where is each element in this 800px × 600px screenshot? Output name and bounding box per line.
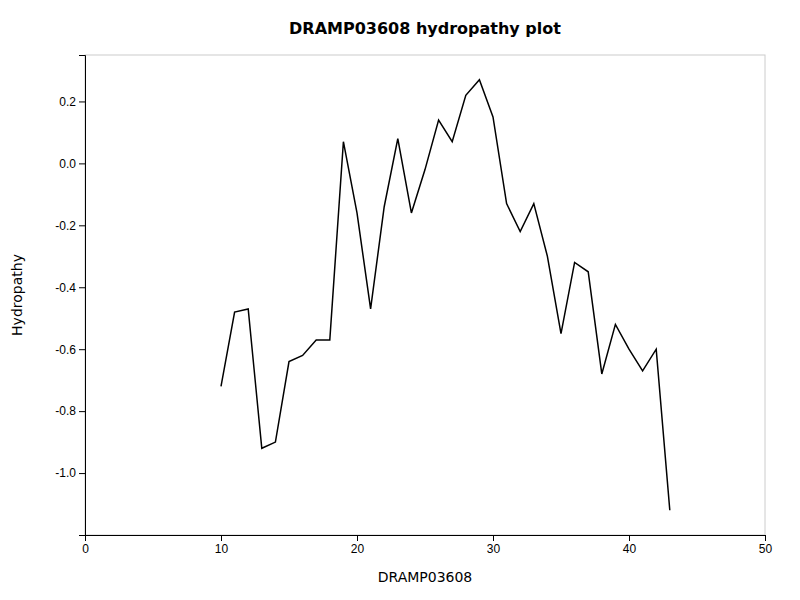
tick-label: 40 (623, 542, 637, 556)
tick: 30 (487, 535, 501, 556)
tick-label: 0.2 (59, 95, 76, 109)
tick: 10 (215, 535, 229, 556)
tick-mark (357, 535, 358, 541)
tick-mark (79, 349, 85, 350)
title: DRAMP03608 hydropathy plot (289, 19, 561, 38)
tick-mark (79, 225, 85, 226)
tick-label: 50 (759, 542, 773, 556)
tick-label: -0.2 (55, 219, 76, 233)
y-axis: 0.2 0.0 -0.2 -0.4 -0.6 -0.8 -1.0 (55, 56, 85, 536)
tick-label: 20 (351, 542, 365, 556)
tick-mark (79, 287, 85, 288)
tick: 0.0 (59, 157, 85, 171)
tick: -0.8 (55, 404, 85, 418)
tick-label: 30 (487, 542, 501, 556)
tick-label: -0.6 (55, 343, 76, 357)
tick: 0.2 (59, 95, 85, 109)
tick-mark (765, 535, 766, 541)
tick-label: -0.4 (55, 281, 76, 295)
tick: 0 (82, 535, 89, 556)
tick-label: 0 (82, 542, 89, 556)
x-axis: 0 10 20 30 40 50 (82, 535, 772, 556)
tick-label: 10 (215, 542, 229, 556)
tick-label: -0.8 (55, 404, 76, 418)
tick: -0.4 (55, 281, 85, 295)
tick: -1.0 (55, 466, 85, 480)
tick-mark (79, 163, 85, 164)
tick-mark (79, 411, 85, 412)
tick: 40 (623, 535, 637, 556)
tick-mark (79, 473, 85, 474)
y-axis-title: Hydropathy (9, 254, 25, 336)
x-axis-title: DRAMP03608 (378, 569, 473, 585)
tick-label: 0.0 (59, 157, 76, 171)
line (221, 80, 670, 510)
tick-mark (629, 535, 630, 541)
tick-mark (221, 535, 222, 541)
plot-area: 0 10 20 30 40 50 0.2 0.0 -0.2 -0.4 -0.6 -0.8 -1.0 (55, 55, 772, 556)
axis-line (86, 536, 766, 542)
chart: 0 10 20 30 40 50 0.2 0.0 -0.2 -0.4 -0.6 -0.8 -1.0 DRA… (0, 0, 800, 600)
tick-label: -1.0 (55, 466, 76, 480)
tick: -0.6 (55, 343, 85, 357)
marks (221, 80, 670, 510)
axis-line (79, 56, 86, 536)
tick-mark (79, 101, 85, 102)
tick: -0.2 (55, 219, 85, 233)
tick-mark (493, 535, 494, 541)
tick: 50 (759, 535, 773, 556)
tick: 20 (351, 535, 365, 556)
plot-frame (85, 55, 765, 535)
